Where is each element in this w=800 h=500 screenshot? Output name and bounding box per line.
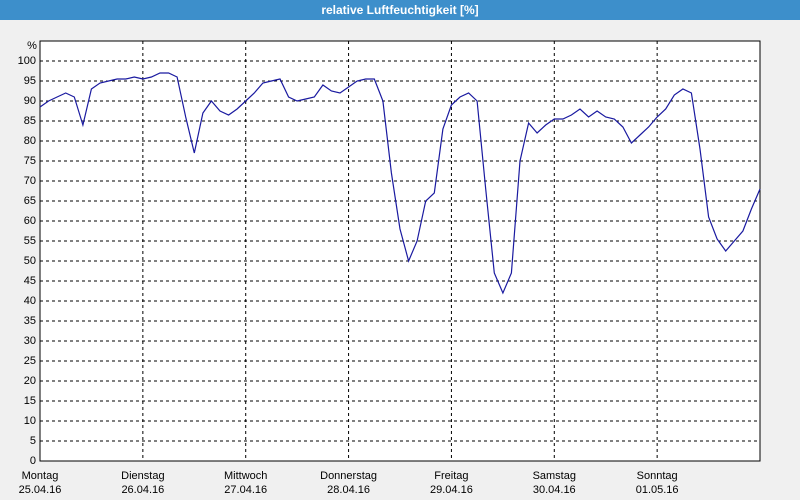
title-bar: relative Luftfeuchtigkeit [%]	[0, 0, 800, 20]
y-tick-label: 85	[24, 115, 36, 127]
y-tick-label: 90	[24, 95, 36, 107]
x-tick-date: 01.05.16	[636, 484, 679, 496]
x-tick-date: 29.04.16	[430, 484, 473, 496]
data-line	[39, 72, 761, 295]
y-tick-label: 55	[24, 235, 36, 247]
y-tick-label: 70	[24, 175, 36, 187]
y-tick-label: 25	[24, 355, 36, 367]
y-tick-label: 75	[24, 155, 36, 167]
y-tick-label: 10	[24, 415, 36, 427]
y-tick-label: 5	[30, 435, 36, 447]
x-tick-label: Dienstag	[121, 470, 164, 482]
y-tick-label: 20	[24, 375, 36, 387]
x-tick-date: 26.04.16	[121, 484, 164, 496]
x-tick-label: Samstag	[533, 470, 576, 482]
y-axis-label: %	[27, 40, 37, 52]
y-tick-label: 50	[24, 255, 36, 267]
y-tick-label: 30	[24, 335, 36, 347]
x-tick-date: 30.04.16	[533, 484, 576, 496]
plot-area	[39, 40, 761, 462]
x-tick-label: Sonntag	[637, 470, 678, 482]
y-tick-label: 15	[24, 395, 36, 407]
y-tick-label: 0	[30, 455, 36, 467]
x-tick-label: Donnerstag	[320, 470, 377, 482]
y-tick-label: 35	[24, 315, 36, 327]
x-tick-date: 25.04.16	[19, 484, 62, 496]
x-tick-label: Mittwoch	[224, 470, 267, 482]
x-tick-label: Montag	[22, 470, 59, 482]
x-tick-date: 28.04.16	[327, 484, 370, 496]
x-tick-label: Freitag	[434, 470, 468, 482]
y-tick-label: 95	[24, 75, 36, 87]
y-tick-label: 100	[18, 55, 36, 67]
x-tick-date: 27.04.16	[224, 484, 267, 496]
y-tick-label: 60	[24, 215, 36, 227]
y-tick-label: 40	[24, 295, 36, 307]
y-tick-label: 80	[24, 135, 36, 147]
y-tick-label: 45	[24, 275, 36, 287]
y-tick-label: 65	[24, 195, 36, 207]
